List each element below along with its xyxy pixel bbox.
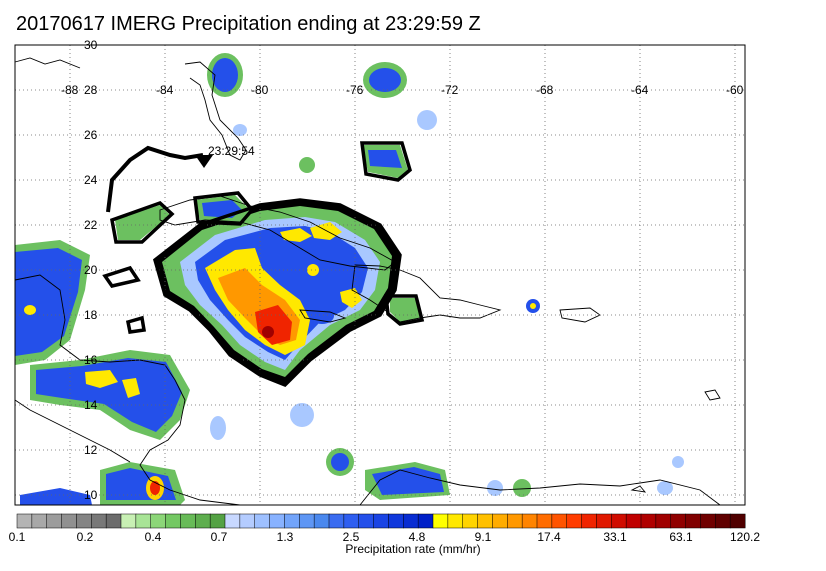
lat-label: 20 [84, 263, 98, 277]
lon-label: -84 [156, 83, 174, 97]
colorbar-swatch [358, 513, 375, 529]
lat-label: 10 [84, 488, 98, 502]
satellite-track: 23:29:54 [106, 144, 255, 213]
colorbar-swatch [343, 513, 360, 529]
colorbar-swatch [91, 513, 107, 529]
colorbar-swatch [165, 513, 181, 529]
lat-label: 28 [84, 83, 98, 97]
lat-label: 18 [84, 308, 98, 322]
colorbar-swatch [596, 513, 612, 529]
colorbar-tick-label: 1.3 [277, 530, 294, 544]
colorbar-tick-label: 33.1 [603, 530, 627, 544]
lat-label: 14 [84, 398, 98, 412]
colorbar-swatch [403, 513, 419, 529]
colorbar-swatch [328, 513, 345, 529]
colorbar-swatch [373, 513, 389, 529]
colorbar-swatch [715, 513, 731, 529]
track-end-marker-icon [195, 155, 213, 168]
lon-label: -88 [61, 83, 79, 97]
colorbar-tick-label: 0.2 [77, 530, 94, 544]
colorbar-swatch [507, 513, 523, 529]
colorbar-tick-label: 4.8 [409, 530, 426, 544]
colorbar-swatch [76, 513, 92, 529]
lat-label: 12 [84, 443, 98, 457]
colorbar-swatch [284, 513, 300, 529]
colorbar-swatch [581, 513, 597, 529]
lon-label: -80 [251, 83, 269, 97]
lon-label: -64 [631, 83, 649, 97]
lat-label: 26 [84, 128, 98, 142]
colorbar-labels: 0.1 0.2 0.4 0.7 1.3 2.5 4.8 9.1 17.4 33.… [9, 530, 761, 544]
lon-label: -72 [441, 83, 459, 97]
colorbar-swatch [492, 513, 508, 529]
track-time-label: 23:29:54 [208, 144, 255, 158]
colorbar-swatch [16, 513, 33, 529]
colorbar-swatch [521, 513, 538, 529]
colorbar-swatch [670, 513, 687, 529]
lat-label: 24 [84, 173, 98, 187]
graticule [15, 44, 745, 505]
colorbar-swatch [313, 513, 330, 529]
colorbar-swatch [224, 513, 241, 529]
colorbar-tick-label: 0.1 [9, 530, 26, 544]
colorbar-swatch [729, 513, 746, 529]
latitude-labels: 30 28 26 24 22 20 18 16 14 12 10 [84, 38, 98, 502]
colorbar-swatch [462, 513, 479, 529]
colorbar-tick-label: 2.5 [343, 530, 360, 544]
colorbar-swatch [611, 513, 627, 529]
colorbar-swatch [195, 513, 211, 529]
colorbar-title: Precipitation rate (mm/hr) [345, 542, 481, 556]
colorbar-tick-label: 63.1 [669, 530, 693, 544]
colorbar-swatch [120, 513, 137, 529]
colorbar [16, 513, 746, 529]
colorbar-swatch [254, 513, 271, 529]
colorbar-swatch [150, 513, 167, 529]
colorbar-swatch [61, 513, 77, 529]
colorbar-swatch [625, 513, 642, 529]
colorbar-swatch [640, 513, 657, 529]
lat-label: 16 [84, 353, 98, 367]
colorbar-swatch [388, 513, 404, 529]
colorbar-swatch [447, 513, 464, 529]
contour-outlines [102, 141, 425, 388]
plot-frame [14, 44, 746, 506]
colorbar-swatch [209, 513, 226, 529]
colorbar-swatch [477, 513, 493, 529]
map-title: 20170617 IMERG Precipitation ending at 2… [16, 13, 481, 35]
colorbar-swatch [655, 513, 672, 529]
colorbar-swatch [536, 513, 553, 529]
lat-label: 22 [84, 218, 98, 232]
lon-label: -76 [346, 83, 364, 97]
lon-label: -68 [536, 83, 554, 97]
colorbar-swatch [135, 513, 152, 529]
colorbar-tick-label: 0.4 [145, 530, 162, 544]
colorbar-tick-label: 120.2 [730, 530, 760, 544]
lon-label: -60 [726, 83, 744, 97]
colorbar-swatch [551, 513, 568, 529]
colorbar-tick-label: 9.1 [475, 530, 492, 544]
longitude-labels: -88 -84 -80 -76 -72 -68 -64 -60 [61, 83, 744, 97]
colorbar-swatch [239, 513, 256, 529]
colorbar-swatch [31, 513, 48, 529]
colorbar-swatch [700, 513, 716, 529]
colorbar-swatch [417, 513, 434, 529]
colorbar-swatch [432, 513, 449, 529]
colorbar-tick-label: 17.4 [537, 530, 561, 544]
colorbar-swatch [566, 513, 583, 529]
colorbar-swatch [269, 513, 285, 529]
colorbar-swatch [46, 513, 63, 529]
colorbar-swatch [299, 513, 315, 529]
colorbar-swatch [180, 513, 196, 529]
colorbar-swatch [685, 513, 701, 529]
colorbar-tick-label: 0.7 [211, 530, 228, 544]
precipitation-field [15, 53, 684, 505]
colorbar-swatch [105, 513, 122, 529]
